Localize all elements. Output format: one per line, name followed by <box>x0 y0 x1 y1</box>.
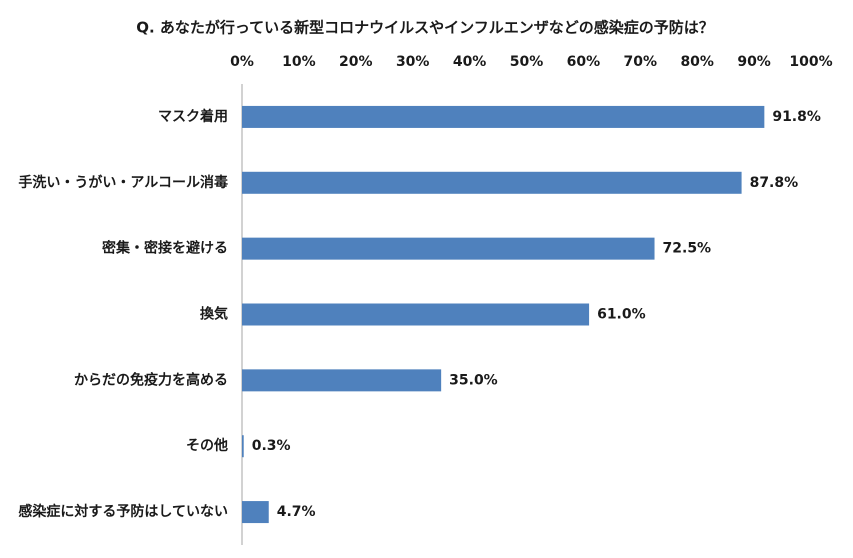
y-tick-label: 密集・密接を避ける <box>101 240 228 257</box>
x-tick-label: 10% <box>282 54 316 70</box>
data-label: 72.5% <box>663 241 712 257</box>
data-label: 4.7% <box>277 504 316 520</box>
bar <box>242 435 244 458</box>
bar <box>242 237 655 260</box>
bar <box>242 303 590 326</box>
data-label: 87.8% <box>750 175 799 191</box>
data-label: 91.8% <box>772 109 821 125</box>
x-tick-label: 70% <box>624 54 658 70</box>
data-label: 61.0% <box>597 307 646 323</box>
y-tick-label: 換気 <box>200 306 228 323</box>
y-tick-label: その他 <box>186 437 228 454</box>
x-tick-label: 40% <box>453 54 487 70</box>
x-tick-label: 0% <box>230 54 254 70</box>
x-tick-label: 90% <box>737 54 771 70</box>
y-tick-label: 手洗い・うがい・アルコール消毒 <box>18 174 228 191</box>
data-label: 0.3% <box>252 438 291 454</box>
bar <box>242 369 442 392</box>
bar <box>242 171 742 194</box>
bar <box>242 105 765 128</box>
x-tick-label: 60% <box>567 54 601 70</box>
y-tick-label: マスク着用 <box>158 108 228 125</box>
x-tick-label: 100% <box>789 54 832 70</box>
x-tick-label: 50% <box>510 54 544 70</box>
y-tick-label: 感染症に対する予防はしていない <box>18 503 228 520</box>
bar <box>242 501 269 524</box>
x-tick-label: 20% <box>339 54 373 70</box>
y-tick-label: からだの免疫力を高める <box>74 371 228 388</box>
data-label: 35.0% <box>449 372 498 388</box>
x-tick-label: 80% <box>680 54 714 70</box>
x-tick-label: 30% <box>396 54 430 70</box>
chart-title: Q. あなたが行っている新型コロナウイルスやインフルエンザなどの感染症の予防は？ <box>136 19 713 37</box>
